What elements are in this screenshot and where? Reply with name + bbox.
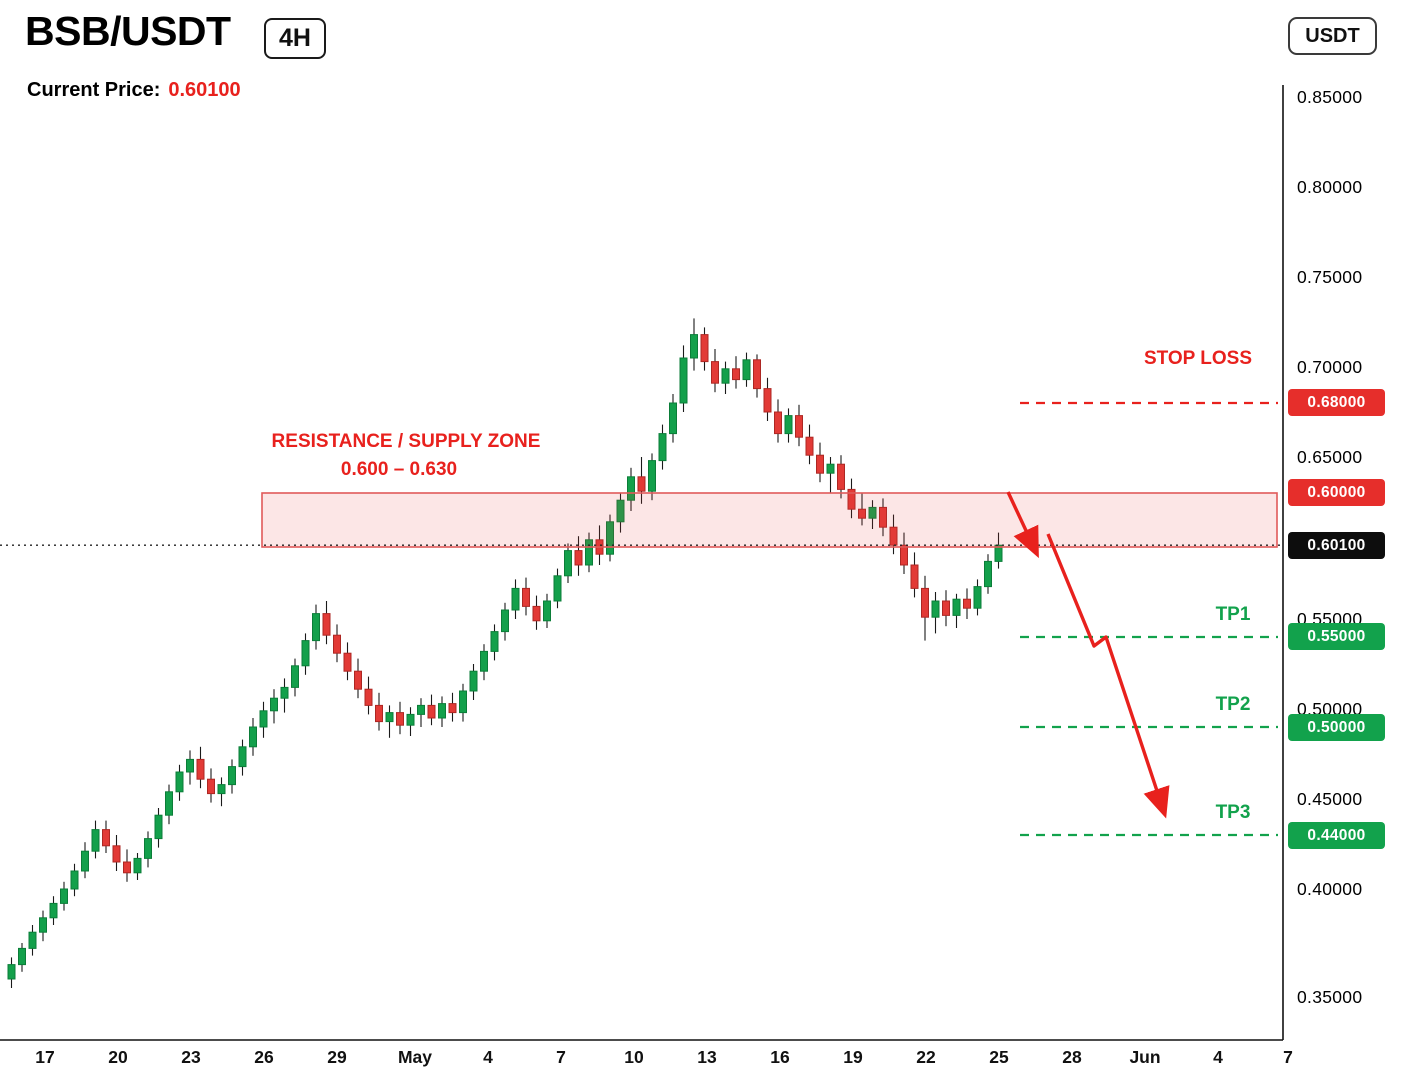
y-axis-label: 0.85000 <box>1297 87 1363 107</box>
x-axis-label: 20 <box>108 1047 128 1067</box>
x-axis-label: 17 <box>35 1047 55 1067</box>
quote-currency-badge[interactable]: USDT <box>1288 17 1377 55</box>
price-badge-zone-top: 0.60000 <box>1288 479 1385 506</box>
y-axis-label: 0.70000 <box>1297 357 1363 377</box>
y-axis-label: 0.45000 <box>1297 789 1363 809</box>
current-price-label: Current Price: <box>27 79 161 101</box>
stop-loss-label: STOP LOSS <box>1143 348 1253 369</box>
resistance-zone-title: RESISTANCE / SUPPLY ZONE <box>271 431 541 452</box>
y-axis-label: 0.35000 <box>1297 987 1363 1007</box>
x-axis-label: 19 <box>843 1047 863 1067</box>
x-axis-label: 28 <box>1062 1047 1082 1067</box>
current-price-row: Current Price: 0.60100 <box>27 79 241 102</box>
price-badge-current-price: 0.60100 <box>1288 532 1385 559</box>
x-axis-label: May <box>397 1047 433 1067</box>
timeframe-badge[interactable]: 4H <box>264 18 326 59</box>
x-axis-label: 4 <box>1213 1047 1223 1067</box>
x-axis-label: 13 <box>697 1047 717 1067</box>
tp3-label: TP3 <box>1215 802 1251 823</box>
x-axis-label: 4 <box>483 1047 493 1067</box>
price-badge-tp3: 0.44000 <box>1288 822 1385 849</box>
y-axis-label: 0.80000 <box>1297 177 1363 197</box>
x-axis-label: 7 <box>1283 1047 1293 1067</box>
x-axis-label: 7 <box>556 1047 566 1067</box>
x-axis-label: 23 <box>181 1047 201 1067</box>
x-axis-label: 25 <box>989 1047 1009 1067</box>
x-axis-label: 29 <box>327 1047 347 1067</box>
current-price-value: 0.60100 <box>168 79 241 101</box>
x-axis-label: Jun <box>1129 1047 1161 1067</box>
price-badge-stop-loss: 0.68000 <box>1288 389 1385 416</box>
x-axis-label: 22 <box>916 1047 936 1067</box>
price-badge-tp2: 0.50000 <box>1288 714 1385 741</box>
y-axis-label: 0.40000 <box>1297 879 1363 899</box>
symbol-title: BSB/USDT <box>25 8 231 54</box>
x-axis-label: 26 <box>254 1047 274 1067</box>
y-axis-label: 0.65000 <box>1297 447 1363 467</box>
resistance-zone-range: 0.600 – 0.630 <box>340 459 458 480</box>
tp1-label: TP1 <box>1215 604 1251 625</box>
x-axis-label: 10 <box>624 1047 644 1067</box>
x-axis-label: 16 <box>770 1047 790 1067</box>
tp2-label: TP2 <box>1215 694 1251 715</box>
y-axis-label: 0.75000 <box>1297 267 1363 287</box>
price-badge-tp1: 0.55000 <box>1288 623 1385 650</box>
